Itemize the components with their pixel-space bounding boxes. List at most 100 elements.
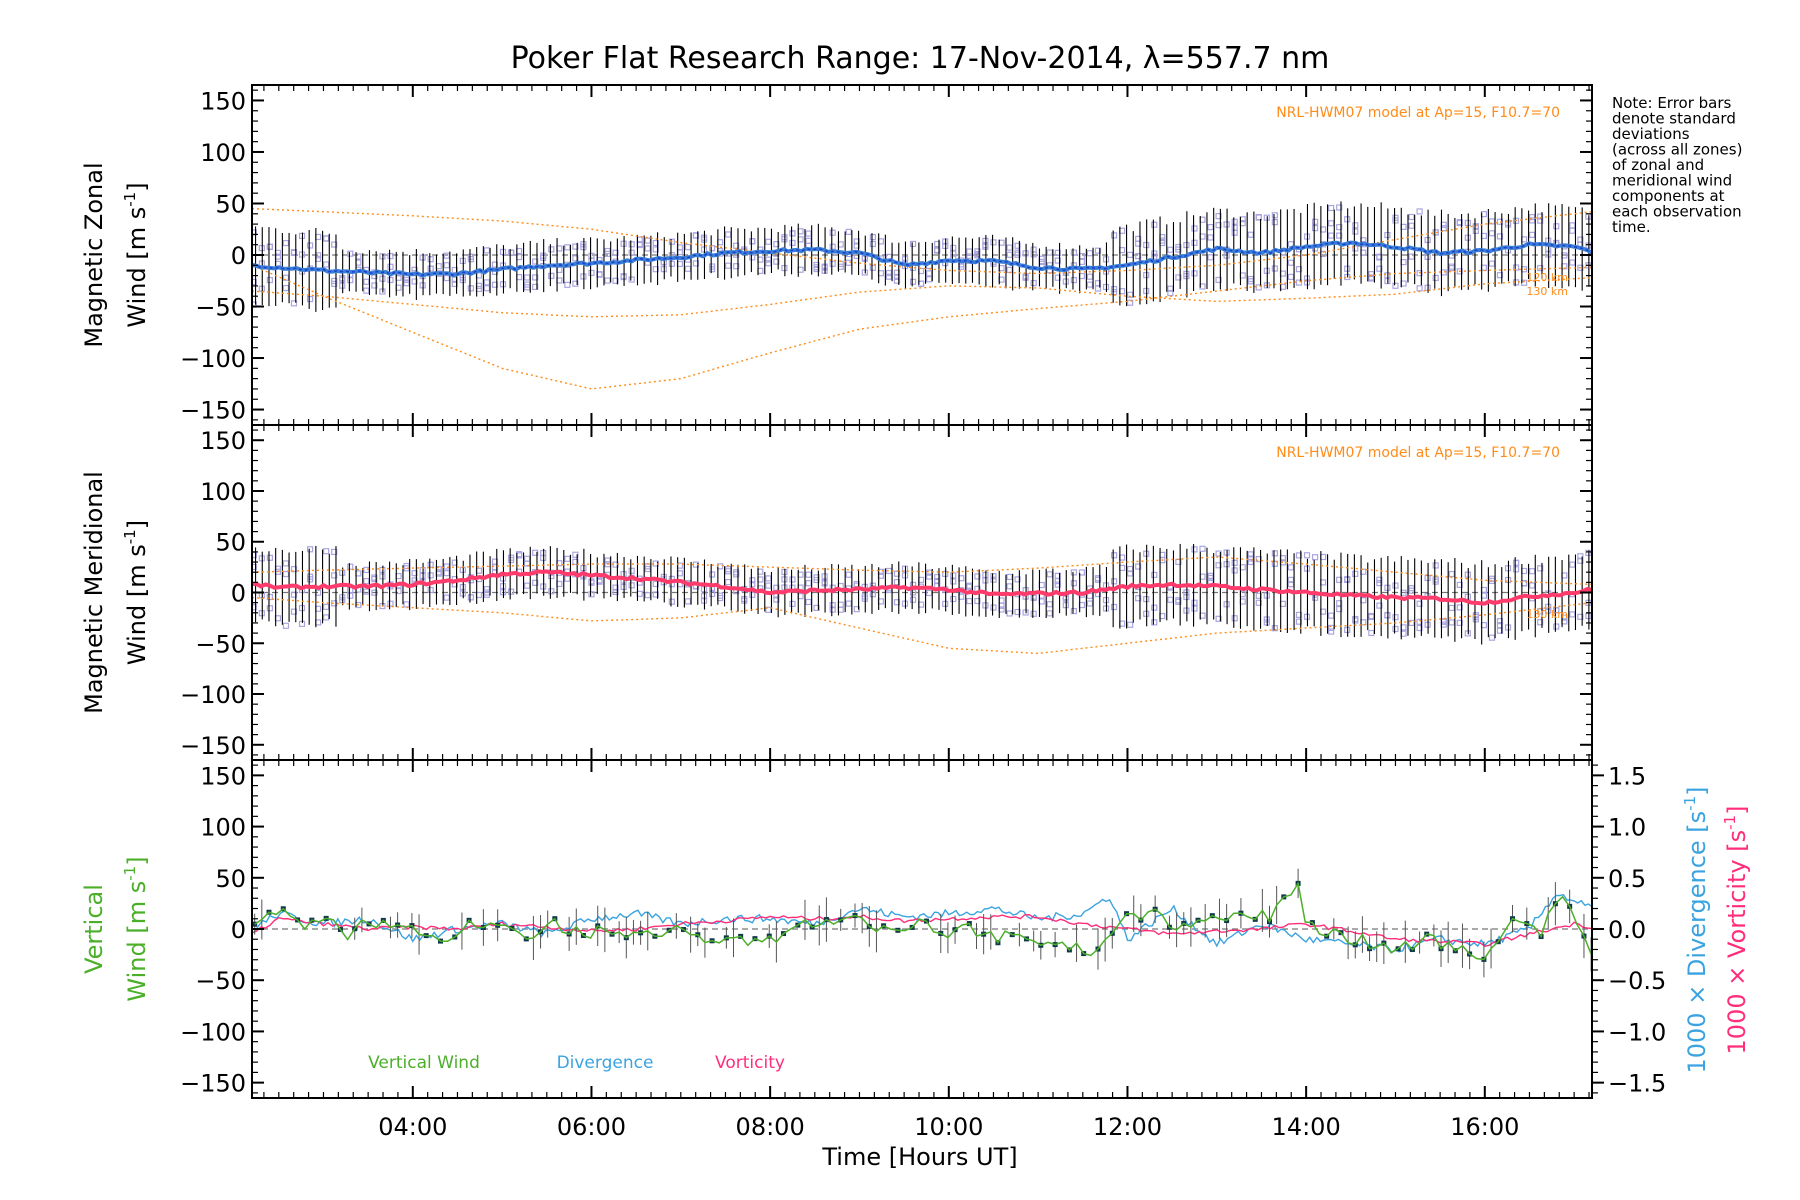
- sample-point: [1255, 556, 1262, 563]
- sample-point: [252, 278, 257, 286]
- sample-point: [1448, 604, 1455, 612]
- sample-point: [733, 242, 740, 249]
- sample-point: [532, 283, 539, 291]
- sample-point: [1127, 251, 1134, 258]
- sample-point: [290, 608, 298, 615]
- sample-point: [1127, 565, 1134, 573]
- sample-point: [548, 272, 555, 280]
- sample-point: [813, 574, 820, 581]
- sample-point: [1336, 576, 1343, 583]
- sample-point: [1271, 265, 1278, 272]
- sample-point: [1070, 249, 1077, 256]
- sample-point: [1255, 213, 1262, 221]
- sample-point: [266, 243, 273, 250]
- sample-point: [371, 282, 378, 289]
- sample-point: [950, 250, 957, 257]
- vorticity-axis-label: 1000 × Vorticity [s-1]: [1721, 806, 1751, 1055]
- sample-point: [1215, 276, 1222, 284]
- sample-point: [483, 285, 491, 292]
- sample-point: [1352, 245, 1359, 252]
- legend-vertical-wind: Vertical Wind: [368, 1053, 480, 1073]
- sample-point: [1006, 583, 1013, 590]
- sample-point: [1336, 224, 1343, 231]
- sample-point: [990, 604, 997, 611]
- sample-point: [1086, 592, 1094, 599]
- sample-point: [1569, 611, 1576, 618]
- y-tick-label: −100: [180, 681, 246, 709]
- sample-point: [1456, 219, 1463, 227]
- sample-point: [1448, 570, 1455, 578]
- note-line: (across all zones): [1612, 141, 1742, 159]
- sample-point: [483, 279, 491, 286]
- sample-point: [1553, 223, 1560, 230]
- sample-point: [845, 571, 852, 578]
- sample-point: [652, 591, 659, 598]
- sample-point: [1006, 244, 1013, 251]
- sample-point: [604, 250, 611, 257]
- sample-point: [652, 266, 659, 273]
- sample-point: [1054, 257, 1061, 264]
- right-tick-label: 0.5: [1608, 865, 1646, 893]
- y-tick-label: 50: [215, 190, 246, 218]
- sample-point: [411, 278, 418, 285]
- sample-point: [1368, 629, 1375, 637]
- meridional-ylabel-line1: Magnetic Meridional: [80, 471, 108, 714]
- sample-point: [1110, 578, 1118, 585]
- sample-point: [668, 238, 675, 245]
- sample-point: [1046, 601, 1053, 608]
- sample-point: [387, 252, 394, 260]
- sample-point: [1231, 229, 1238, 236]
- sample-point: [363, 578, 370, 585]
- sample-point: [323, 603, 330, 610]
- sample-point: [813, 264, 820, 271]
- sample-point: [1006, 610, 1013, 617]
- sample-point: [443, 594, 450, 601]
- y-tick-label: −50: [195, 294, 246, 322]
- sample-point: [427, 265, 434, 272]
- sample-point: [1577, 557, 1584, 564]
- sample-point: [588, 269, 595, 276]
- sample-point: [1448, 263, 1455, 270]
- sample-point: [1215, 562, 1222, 569]
- sample-point: [1328, 624, 1335, 632]
- sample-point: [966, 583, 973, 590]
- sample-point: [612, 584, 619, 591]
- sample-point: [1094, 247, 1102, 254]
- sample-point: [885, 269, 893, 277]
- note-line: Note: Error bars: [1612, 94, 1732, 112]
- sample-point: [363, 278, 370, 285]
- y-tick-label: −150: [180, 1070, 246, 1098]
- legend-vorticity: Vorticity: [715, 1053, 785, 1073]
- sample-point: [990, 239, 997, 246]
- sample-point: [1496, 618, 1504, 625]
- sample-point: [926, 573, 933, 580]
- sample-point: [564, 575, 571, 582]
- sample-point: [1368, 271, 1375, 278]
- sample-point: [893, 579, 901, 586]
- sample-point: [853, 606, 860, 613]
- legend: Vertical Wind Divergence Vorticity: [368, 1053, 785, 1073]
- sample-point: [1408, 213, 1415, 221]
- sample-point: [1569, 227, 1576, 234]
- y-tick-label: 150: [200, 762, 246, 790]
- sample-point: [1456, 268, 1463, 275]
- sample-point: [1247, 231, 1254, 238]
- sample-point: [1392, 614, 1399, 621]
- right-y-axis: 1.5 1.0 0.5 0.0 −0.5 −1.0 −1.5: [1592, 762, 1666, 1098]
- sample-point: [1472, 616, 1479, 623]
- sample-point: [564, 555, 571, 562]
- sample-point: [403, 565, 410, 572]
- sample-point: [1199, 545, 1206, 552]
- sample-point: [765, 606, 772, 613]
- error-bars: [255, 543, 1590, 645]
- sample-point: [1127, 291, 1134, 298]
- y-tick-label: 100: [200, 478, 246, 506]
- sample-point: [1287, 273, 1295, 281]
- sample-point: [1472, 223, 1479, 230]
- note-line: of zonal and: [1612, 156, 1704, 174]
- sample-point: [644, 237, 651, 244]
- meridional-mean-line: [252, 569, 1592, 606]
- sample-point: [1191, 239, 1198, 246]
- sample-point: [1271, 212, 1278, 219]
